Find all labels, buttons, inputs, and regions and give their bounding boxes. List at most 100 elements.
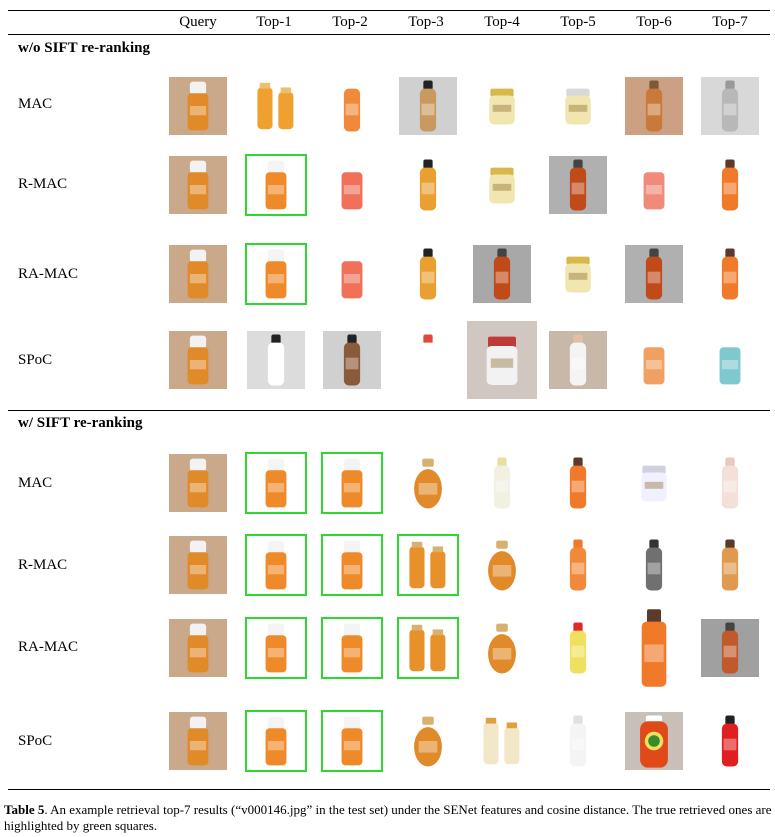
row-label-ra-mac: RA-MAC	[18, 266, 79, 282]
product-image	[643, 335, 665, 385]
product-image	[343, 334, 361, 386]
highlighted-result-thumbnail-top-2	[321, 617, 383, 679]
result-thumbnail-top-2	[323, 331, 381, 389]
result-thumbnail-top-4	[467, 321, 537, 399]
result-thumbnail-top-6	[625, 77, 683, 135]
product-image	[569, 159, 587, 211]
result-thumbnail-top-4	[473, 156, 531, 214]
result-thumbnail-top-6	[610, 604, 698, 692]
row-label-r-mac: R-MAC	[18, 176, 68, 192]
product-image	[569, 539, 587, 591]
product-image	[419, 80, 437, 132]
query-thumbnail	[169, 619, 227, 677]
product-image	[489, 167, 515, 204]
result-thumbnail-top-7	[701, 536, 759, 594]
column-header-query: Query	[179, 14, 217, 30]
result-thumbnail-top-3	[399, 77, 457, 135]
result-thumbnail-top-5	[549, 454, 607, 512]
section-title-without-sift: w/o SIFT re-ranking	[18, 40, 150, 56]
product-image	[721, 457, 739, 509]
result-thumbnail-top-3	[399, 331, 457, 389]
result-thumbnail-top-3	[399, 156, 457, 214]
query-thumbnail	[169, 245, 227, 303]
product-image	[187, 623, 209, 673]
section-title-with-sift: w/ SIFT re-ranking	[18, 415, 143, 431]
product-image	[493, 248, 511, 300]
result-thumbnail-top-5	[549, 245, 607, 303]
product-image	[489, 88, 515, 125]
table-caption: Table 5. An example retrieval top-7 resu…	[4, 802, 772, 834]
highlighted-result-thumbnail-top-2	[321, 452, 383, 514]
product-image	[721, 80, 739, 132]
product-image	[341, 540, 363, 590]
product-image	[488, 540, 516, 591]
column-header-top-7: Top-7	[712, 14, 748, 30]
product-image	[414, 458, 442, 509]
result-thumbnail-top-4	[473, 77, 531, 135]
highlighted-result-thumbnail-top-1	[245, 452, 307, 514]
row-label-spoc: SPoC	[18, 352, 53, 368]
product-image	[483, 717, 520, 765]
query-thumbnail	[169, 712, 227, 770]
product-image	[187, 540, 209, 590]
result-thumbnail-top-5	[549, 536, 607, 594]
product-image	[721, 539, 739, 591]
result-thumbnail-top-3	[399, 454, 457, 512]
product-image	[419, 334, 437, 386]
product-image	[265, 458, 287, 508]
result-thumbnail-top-4	[473, 712, 531, 770]
result-thumbnail-top-7	[701, 331, 759, 389]
product-image	[488, 623, 516, 674]
product-image	[493, 457, 511, 509]
row-label-mac: MAC	[18, 96, 53, 112]
product-image	[721, 159, 739, 211]
product-image	[187, 81, 209, 131]
caption-text: . An example retrieval top-7 results (“v…	[4, 802, 772, 833]
product-image	[565, 88, 591, 125]
product-image	[187, 335, 209, 385]
product-image	[569, 457, 587, 509]
highlighted-result-thumbnail-top-1	[245, 710, 307, 772]
product-image	[640, 715, 668, 768]
result-thumbnail-top-1	[247, 77, 305, 135]
section-rule	[8, 410, 770, 411]
product-image	[265, 249, 287, 299]
product-image	[569, 622, 587, 674]
result-thumbnail-top-4	[473, 454, 531, 512]
result-thumbnail-top-6	[625, 156, 683, 214]
query-thumbnail	[169, 454, 227, 512]
product-image	[267, 334, 285, 386]
column-header-top-3: Top-3	[408, 14, 444, 30]
result-thumbnail-top-3	[399, 712, 457, 770]
result-thumbnail-top-5	[549, 331, 607, 389]
product-image	[645, 539, 663, 591]
result-thumbnail-top-6	[625, 536, 683, 594]
highlighted-result-thumbnail-top-3	[397, 617, 459, 679]
highlighted-result-thumbnail-top-1	[245, 617, 307, 679]
product-image	[409, 541, 446, 589]
product-image	[341, 249, 363, 299]
product-image	[486, 336, 518, 385]
product-image	[187, 249, 209, 299]
product-image	[414, 716, 442, 767]
top-rule	[8, 10, 770, 11]
query-thumbnail	[169, 156, 227, 214]
result-thumbnail-top-7	[701, 712, 759, 770]
product-image	[645, 80, 663, 132]
product-image	[341, 458, 363, 508]
product-image	[721, 248, 739, 300]
product-image	[643, 160, 665, 210]
product-image	[343, 80, 361, 132]
product-image	[721, 715, 739, 767]
bottom-rule	[8, 789, 770, 790]
result-thumbnail-top-3	[399, 245, 457, 303]
product-image	[419, 159, 437, 211]
product-image	[341, 623, 363, 673]
result-thumbnail-top-6	[625, 454, 683, 512]
product-image	[565, 256, 591, 293]
result-thumbnail-top-5	[549, 712, 607, 770]
result-thumbnail-top-7	[701, 619, 759, 677]
column-header-top-6: Top-6	[636, 14, 672, 30]
header-rule	[8, 34, 770, 35]
product-image	[341, 716, 363, 766]
